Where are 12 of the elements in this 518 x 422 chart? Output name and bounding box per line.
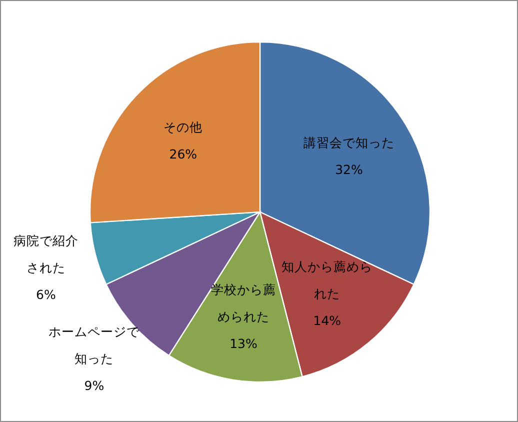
- slice-label: ホームページで知った: [48, 324, 141, 366]
- slice-label: 講習会で知った: [303, 135, 394, 150]
- data-label: 13%: [230, 336, 258, 352]
- data-label: 9%: [84, 378, 104, 394]
- data-label: 14%: [313, 313, 342, 328]
- slice-label: 学校から薦められた: [211, 282, 276, 324]
- data-label: 32%: [335, 162, 363, 178]
- slice-label: 知人から薦められた: [282, 259, 373, 302]
- data-label: 6%: [36, 286, 56, 302]
- slice-label: 病院で紹介された: [13, 232, 78, 275]
- slice-label: その他: [164, 119, 203, 134]
- data-label: 26%: [169, 146, 198, 162]
